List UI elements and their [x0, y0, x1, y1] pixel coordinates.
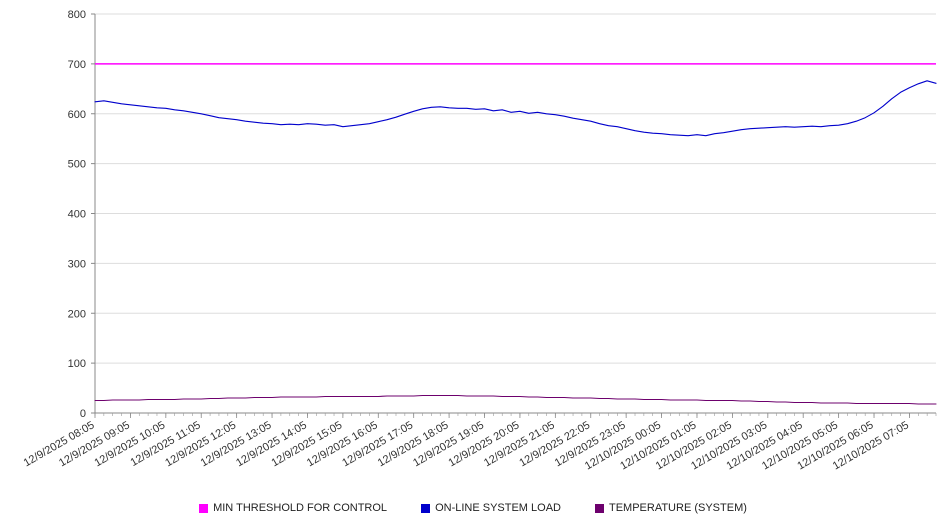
legend-label-temperature: TEMPERATURE (SYSTEM) — [608, 502, 747, 514]
gridlines — [95, 13, 936, 364]
series-on-line-system-load — [94, 80, 937, 137]
legend-item-system-load[interactable]: ON-LINE SYSTEM LOAD — [421, 502, 561, 514]
legend-item-min-threshold[interactable]: MIN THRESHOLD FOR CONTROL — [199, 502, 387, 514]
legend-swatch-temperature — [594, 503, 604, 513]
y-tick-label: 600 — [68, 109, 86, 121]
legend-swatch-min-threshold — [199, 503, 209, 513]
y-tick-label: 800 — [68, 9, 86, 21]
y-tick-label: 400 — [68, 209, 86, 221]
y-tick-label: 200 — [68, 308, 86, 320]
legend-label-system-load: ON-LINE SYSTEM LOAD — [435, 502, 561, 514]
line-chart: 0 100 200 300 400 500 600 700 800 12/9/2025 08:05… — [22, 9, 937, 472]
y-tick-label: 100 — [68, 358, 86, 370]
y-tick-label: 0 — [80, 408, 86, 420]
legend-swatch-system-load — [421, 503, 431, 513]
y-tick-label: 700 — [68, 59, 86, 71]
legend-item-temperature[interactable]: TEMPERATURE (SYSTEM) — [594, 502, 747, 514]
y-tick-label: 500 — [68, 159, 86, 171]
chart-container: 0 100 200 300 400 500 600 700 800 12/9/2025 08:05… — [22, 9, 937, 472]
y-tick-label: 300 — [68, 258, 86, 270]
axes — [94, 14, 936, 414]
legend-label-min-threshold: MIN THRESHOLD FOR CONTROL — [213, 502, 388, 514]
y-axis-labels: 0 100 200 300 400 500 600 700 800 — [68, 9, 95, 420]
chart-legend: MIN THRESHOLD FOR CONTROL ON-LINE SYSTEM… — [0, 494, 946, 522]
series-temperature-system — [94, 394, 937, 405]
